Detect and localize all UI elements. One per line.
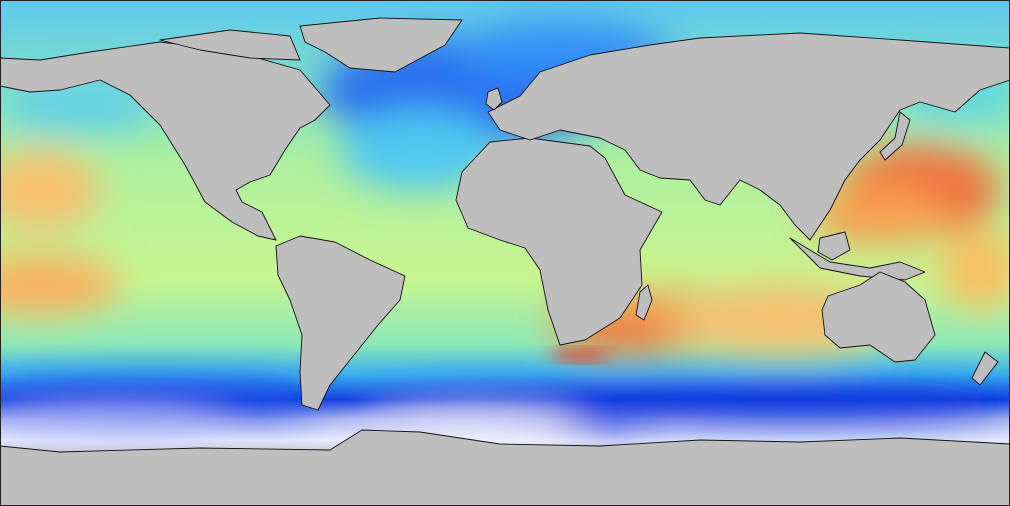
borneo (817, 231, 851, 261)
australia (821, 271, 936, 363)
land (0, 17, 1010, 506)
canadian-islands (159, 29, 301, 61)
indonesia (789, 237, 926, 281)
antarctica (0, 429, 1010, 506)
new-zealand (971, 351, 999, 386)
japan (879, 111, 911, 161)
madagascar (635, 284, 653, 321)
south-america (275, 235, 406, 411)
british-isles (485, 87, 503, 111)
eurasia (487, 32, 1010, 241)
africa (455, 137, 663, 346)
greenland (299, 17, 463, 73)
